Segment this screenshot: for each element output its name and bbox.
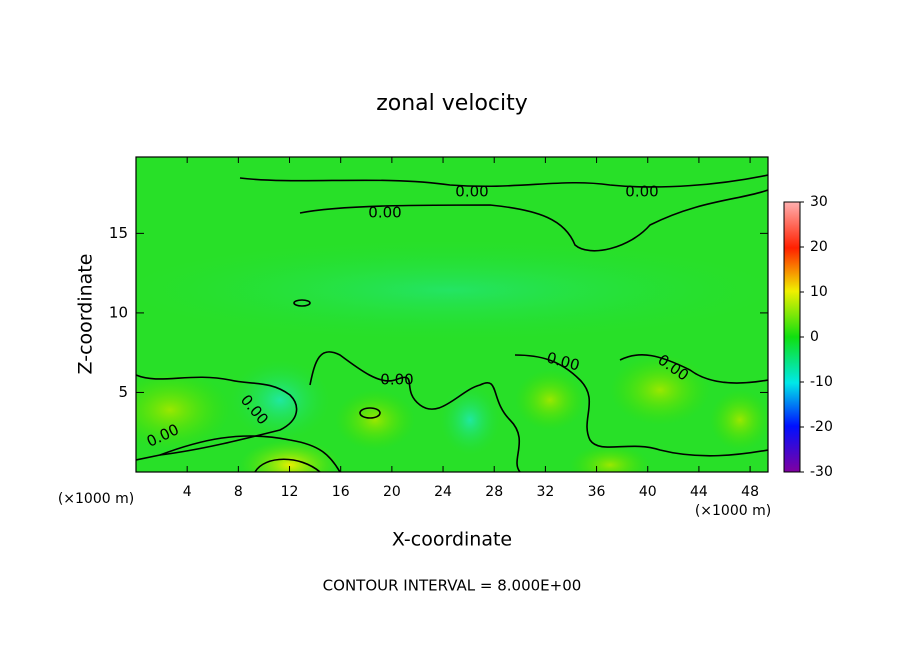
x-tick-label: 36 — [588, 484, 606, 500]
x-tick-label: 12 — [281, 484, 299, 500]
colorbar-tick-label: 0 — [810, 329, 819, 345]
contour-label: 0.00 — [455, 183, 488, 201]
y-axis-label: Z-coordinate — [75, 254, 97, 375]
contour-label: 0.00 — [368, 204, 401, 222]
x-tick-label: 32 — [536, 484, 554, 500]
colorbar-tick-label: 10 — [810, 284, 828, 300]
x-axis-label: X-coordinate — [392, 529, 512, 551]
contour-label: 0.00 — [380, 371, 413, 389]
colorbar-tick-label: 30 — [810, 194, 828, 210]
x-tick-label: 48 — [741, 484, 759, 500]
x-tick-label: 28 — [485, 484, 503, 500]
y-tick-label: 10 — [109, 303, 128, 321]
y-tick-label: 5 — [118, 383, 128, 401]
chart-title: zonal velocity — [376, 91, 528, 116]
x-tick-label: 20 — [383, 484, 401, 500]
colorbar — [783, 201, 801, 473]
colorbar-tick-label: 20 — [810, 239, 828, 255]
contour-lines — [136, 174, 768, 472]
x-unit: (×1000 m) — [695, 503, 771, 519]
colorbar-tick-label: -10 — [810, 374, 833, 390]
colorbar-tick-label: -20 — [810, 419, 833, 435]
y-tick-label: 15 — [109, 224, 128, 242]
colorbar-tick-label: -30 — [810, 464, 833, 480]
field — [136, 157, 768, 472]
x-tick-label: 44 — [690, 484, 708, 500]
x-tick-label: 24 — [434, 484, 452, 500]
x-unit: (×1000 m) — [58, 491, 134, 507]
x-tick-label: 8 — [234, 484, 243, 500]
x-tick-label: 40 — [639, 484, 657, 500]
x-tick-label: 16 — [332, 484, 350, 500]
footnote: CONTOUR INTERVAL = 8.000E+00 — [323, 577, 582, 595]
x-tick-label: 4 — [183, 484, 192, 500]
plot-frame — [135, 156, 769, 473]
contour-label: 0.00 — [625, 183, 658, 201]
